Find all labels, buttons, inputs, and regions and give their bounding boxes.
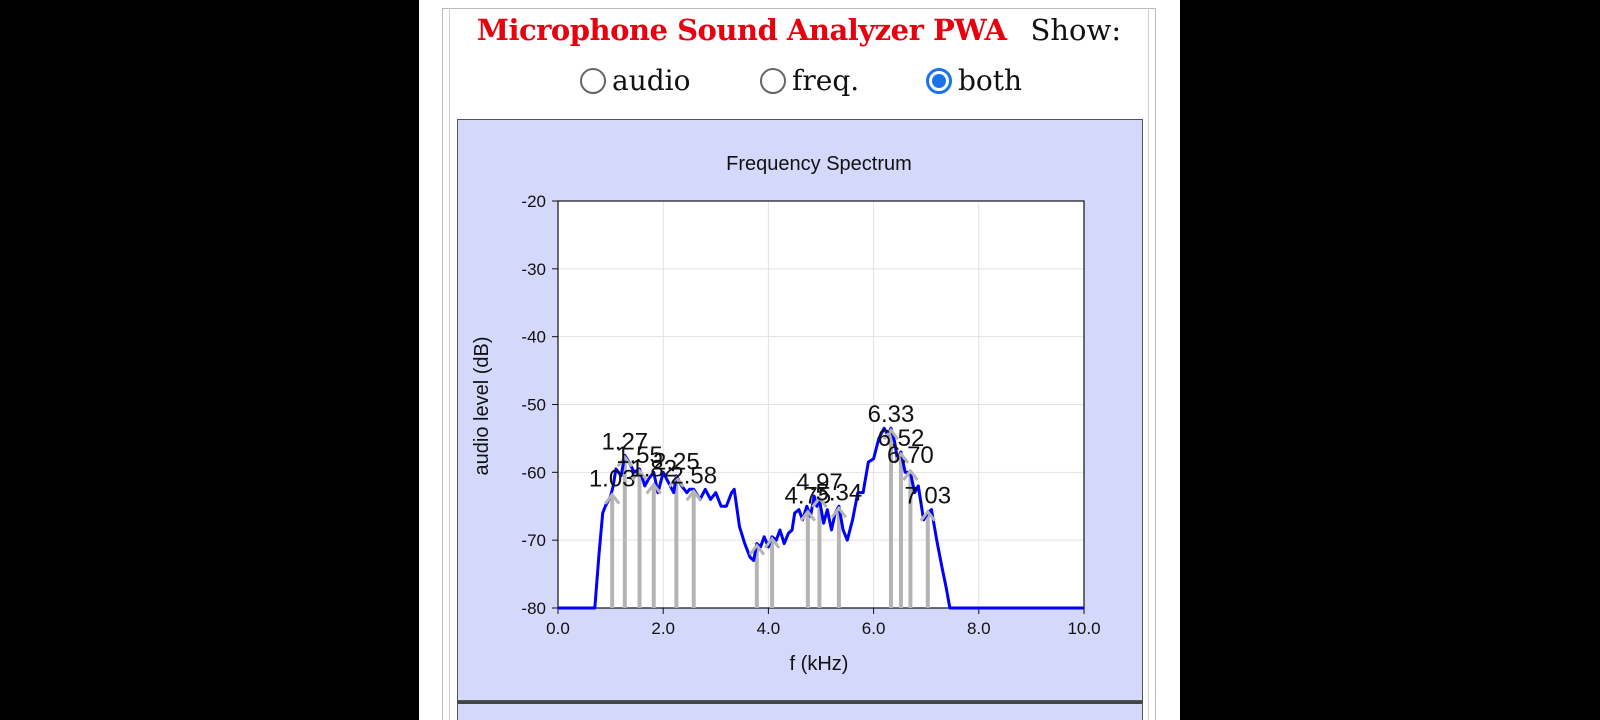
peak-arrowhead bbox=[830, 505, 848, 519]
header: Microphone Sound Analyzer PWA Show: bbox=[442, 8, 1156, 52]
peak-arrowhead bbox=[685, 488, 702, 502]
peak-arrowhead bbox=[919, 509, 936, 522]
peak-label: 4.97 bbox=[796, 469, 843, 496]
peak-label: 1.82 bbox=[630, 456, 677, 483]
peak-arrowhead bbox=[631, 468, 648, 481]
x-tick-label: 6.0 bbox=[862, 619, 886, 638]
x-tick-label: 4.0 bbox=[757, 619, 781, 638]
y-tick-label: -40 bbox=[521, 328, 546, 347]
peak-arrowhead bbox=[799, 509, 817, 522]
peak-label: 1.03 bbox=[589, 466, 636, 493]
y-tick-label: -80 bbox=[521, 599, 546, 618]
peak-label: 2.58 bbox=[670, 462, 717, 489]
peak-label: 1.27 bbox=[601, 428, 648, 455]
x-tick-label: 10.0 bbox=[1067, 619, 1100, 638]
frame-left-rule bbox=[449, 8, 450, 720]
frequency-spectrum-chart: Frequency Spectrum f (kHz) audio level (… bbox=[471, 153, 1101, 675]
y-tick-label: -30 bbox=[521, 260, 546, 279]
radio-both[interactable]: both bbox=[926, 64, 1022, 97]
peak-arrowhead bbox=[616, 454, 633, 468]
show-label: Show: bbox=[1030, 13, 1122, 47]
y-tick-label: -60 bbox=[521, 463, 546, 482]
plot-area: 0.0 2.0 4.0 6.0 8.0 10.0 -20 -30 -40 -50 -60 -70 -80… bbox=[521, 192, 1100, 638]
peak-arrowhead bbox=[763, 536, 781, 549]
view-selector: audio freq. both bbox=[442, 58, 1156, 106]
radio-audio-label[interactable]: audio bbox=[612, 64, 691, 97]
radio-audio-circle[interactable] bbox=[580, 67, 606, 94]
x-tick-label: 0.0 bbox=[546, 619, 570, 638]
radio-both-label[interactable]: both bbox=[958, 64, 1023, 97]
peak-label: 1.55 bbox=[616, 442, 663, 469]
peak-label: 6.70 bbox=[887, 442, 934, 469]
peak-label: 7.03 bbox=[904, 483, 951, 510]
next-panel bbox=[457, 701, 1143, 720]
radio-freq[interactable]: freq. bbox=[760, 64, 859, 97]
app-title: Microphone Sound Analyzer PWA bbox=[476, 13, 1007, 47]
radio-both-dot bbox=[932, 73, 946, 88]
y-axis-label: audio level (dB) bbox=[471, 337, 493, 476]
y-tick-label: -20 bbox=[521, 192, 546, 211]
chart-title: Frequency Spectrum bbox=[726, 153, 912, 175]
y-tick-label: -70 bbox=[521, 531, 546, 550]
x-tick-label: 8.0 bbox=[967, 619, 991, 638]
peak-arrowhead bbox=[748, 543, 766, 556]
x-tick-label: 2.0 bbox=[651, 619, 675, 638]
x-axis-label: f (kHz) bbox=[790, 653, 849, 675]
peak-arrowhead bbox=[892, 451, 910, 464]
peak-arrowhead bbox=[902, 468, 919, 481]
radio-audio[interactable]: audio bbox=[580, 64, 690, 97]
radio-both-circle[interactable] bbox=[926, 67, 952, 94]
chart-panel: Frequency Spectrum f (kHz) audio level (… bbox=[457, 119, 1143, 701]
spectrum-line bbox=[558, 426, 1084, 610]
peak-arrowhead bbox=[603, 492, 621, 505]
peak-label: 5.34 bbox=[816, 479, 863, 506]
peak-label: 2.25 bbox=[653, 449, 700, 476]
y-tick-label: -50 bbox=[521, 396, 546, 415]
peak-arrowhead bbox=[882, 427, 900, 441]
peak-arrowhead bbox=[811, 495, 828, 508]
radio-freq-circle[interactable] bbox=[760, 67, 786, 94]
radio-freq-label[interactable]: freq. bbox=[792, 64, 860, 97]
peak-label: 6.33 bbox=[868, 401, 915, 428]
peak-label: 6.52 bbox=[878, 425, 925, 452]
peak-arrowhead bbox=[668, 475, 685, 488]
frame-right-rule bbox=[1148, 8, 1149, 720]
peak-arrowhead bbox=[645, 482, 662, 495]
